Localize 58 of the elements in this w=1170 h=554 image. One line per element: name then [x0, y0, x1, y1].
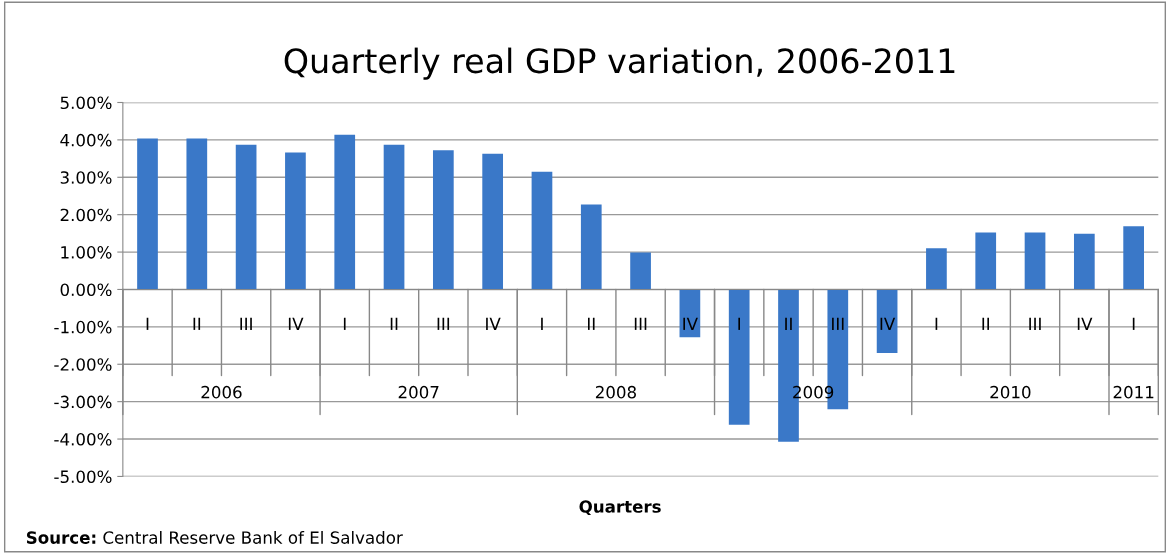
x-tick-label: I: [541, 317, 543, 330]
bar: [235, 144, 257, 290]
bar: [728, 289, 750, 425]
x-tick-label: IV: [683, 317, 698, 330]
bar: [432, 150, 454, 290]
x-tick-label: III: [1029, 317, 1041, 330]
x-tick-label: III: [832, 317, 844, 330]
bar: [975, 232, 997, 290]
x-tick-label: II: [587, 317, 595, 330]
x-tick-label: I: [146, 317, 149, 330]
x-tick-label: II: [982, 317, 989, 330]
y-tick-label: -1.00%: [54, 320, 112, 334]
x-tick-label: IV: [1077, 317, 1093, 330]
y-tick-label: 2.00%: [60, 208, 112, 222]
bar: [285, 152, 306, 290]
x-tick-label: II: [785, 317, 792, 330]
source-note: Source: Central Reserve Bank of El Salvador: [26, 530, 403, 544]
x-tick-label: II: [193, 317, 201, 330]
x-tick-label: III: [240, 317, 252, 330]
bar: [383, 144, 405, 290]
annotation: 2011: [1113, 385, 1154, 399]
y-tick-label: 4.00%: [60, 133, 112, 147]
annotation: 2006: [201, 385, 242, 399]
annotation: 2007: [398, 385, 439, 399]
x-tick-label: III: [634, 317, 647, 330]
annotation: 2010: [990, 385, 1031, 399]
bar: [1123, 226, 1144, 290]
bar: [926, 248, 947, 290]
y-tick-label: -2.00%: [54, 358, 112, 371]
y-tick-label: -5.00%: [54, 470, 112, 484]
y-tick-label: 5.00%: [60, 96, 112, 110]
bar: [580, 204, 602, 290]
x-tick-label: I: [738, 317, 741, 330]
bar: [876, 289, 898, 354]
bar: [186, 138, 208, 290]
x-axis-title: Quarters: [579, 500, 661, 516]
y-tick-label: 3.00%: [60, 171, 112, 184]
x-tick-label: IV: [880, 317, 896, 330]
x-tick-label: I: [1132, 317, 1135, 330]
y-tick-label: 0.00%: [60, 283, 112, 297]
bar: [630, 252, 651, 290]
x-tick-label: II: [390, 317, 398, 330]
chart-title: Quarterly real GDP variation, 2006-2011: [284, 47, 955, 80]
bar: [334, 134, 356, 290]
y-tick-label: -3.00%: [54, 395, 112, 409]
bar: [137, 138, 158, 290]
annotation: 2008: [595, 385, 636, 399]
bar: [1073, 233, 1095, 290]
y-tick-label: -4.00%: [54, 433, 112, 446]
bar: [1024, 232, 1046, 290]
y-tick-label: 1.00%: [61, 246, 112, 259]
bar: [531, 171, 553, 290]
x-tick-label: IV: [486, 317, 501, 330]
x-tick-label: I: [343, 317, 346, 330]
bar: [482, 153, 504, 290]
x-tick-label: III: [437, 317, 450, 330]
x-tick-label: IV: [288, 317, 304, 330]
x-tick-label: I: [935, 317, 938, 330]
